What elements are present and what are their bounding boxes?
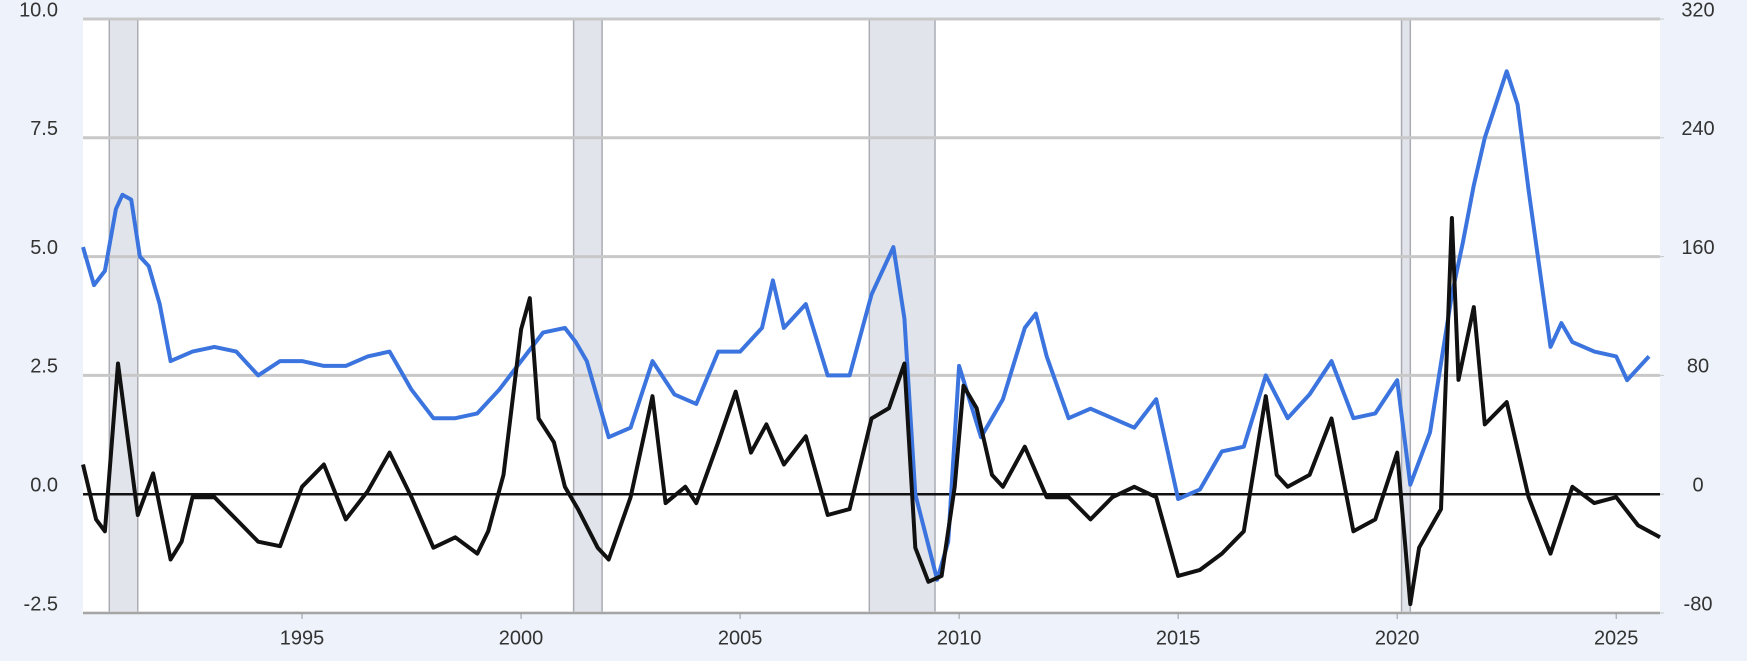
x-tick-label: 2000 xyxy=(499,627,544,649)
x-tick-label: 2005 xyxy=(718,627,763,649)
recession-band xyxy=(572,18,603,614)
y2-tick-label: 240 xyxy=(1681,118,1714,140)
series-line xyxy=(81,69,1651,582)
x-tick-label: 1995 xyxy=(280,627,325,649)
y-tick-label: 5.0 xyxy=(30,237,58,259)
y-tick-label: 2.5 xyxy=(30,356,58,378)
x-tick-label: 2010 xyxy=(937,627,982,649)
recession-band xyxy=(108,18,139,614)
y2-tick-label: 320 xyxy=(1681,0,1714,21)
y2-tick-label: 80 xyxy=(1687,356,1709,378)
x-tick-label: 2015 xyxy=(1156,627,1201,649)
y2-tick-label: 0 xyxy=(1692,474,1703,496)
y2-tick-label: 160 xyxy=(1681,237,1714,259)
y2-tick-label: -80 xyxy=(1684,593,1713,615)
y-tick-label: 10.0 xyxy=(19,0,58,21)
x-tick-label: 2020 xyxy=(1375,627,1420,649)
series-line xyxy=(81,216,1661,607)
y-tick-label: 7.5 xyxy=(30,118,58,140)
y-tick-label: 0.0 xyxy=(30,474,58,496)
y-tick-label: -2.5 xyxy=(24,593,58,615)
x-tick-label: 2025 xyxy=(1594,627,1639,649)
